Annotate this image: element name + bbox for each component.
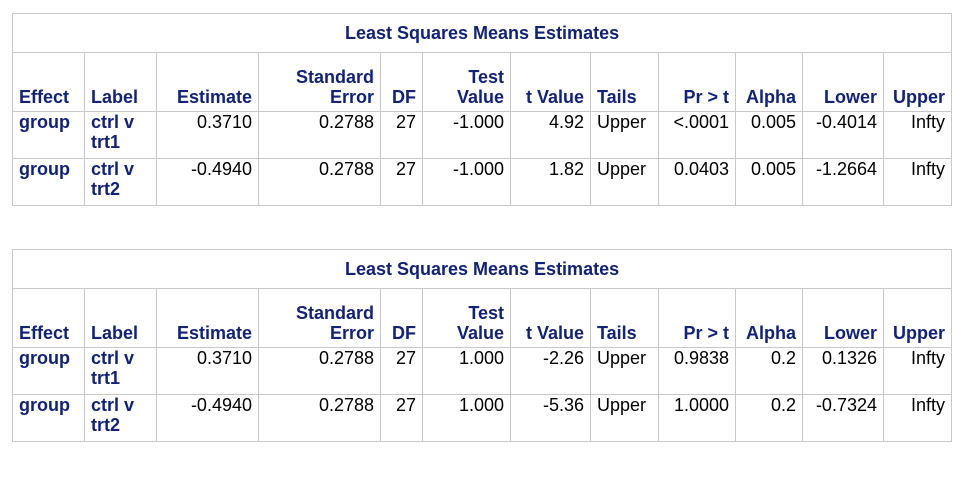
col-header-alpha: Alpha <box>735 52 803 112</box>
col-header-pr: Pr > t <box>658 52 736 112</box>
col-header-alpha: Alpha <box>735 288 803 348</box>
col-header-lower: Lower <box>802 52 884 112</box>
cell-df: 27 <box>380 347 423 395</box>
cell-tails: Upper <box>590 111 659 159</box>
cell-tvalue: -2.26 <box>510 347 591 395</box>
cell-tvalue: -5.36 <box>510 394 591 442</box>
cell-test-value: 1.000 <box>422 394 511 442</box>
cell-estimate: -0.4940 <box>156 394 259 442</box>
cell-lower: 0.1326 <box>802 347 884 395</box>
col-header-label: Label <box>84 52 157 112</box>
col-header-lower: Lower <box>802 288 884 348</box>
cell-pr: 1.0000 <box>658 394 736 442</box>
cell-alpha: 0.2 <box>735 347 803 395</box>
col-header-estimate: Estimate <box>156 52 259 112</box>
cell-label: ctrl v trt1 <box>84 111 157 159</box>
col-header-tails: Tails <box>590 52 659 112</box>
cell-stderr: 0.2788 <box>258 111 381 159</box>
table-title: Least Squares Means Estimates <box>11 13 953 53</box>
table-row: group ctrl v trt1 0.3710 0.2788 27 1.000 … <box>12 347 953 395</box>
cell-effect: group <box>12 347 85 395</box>
cell-tvalue: 4.92 <box>510 111 591 159</box>
cell-label: ctrl v trt1 <box>84 347 157 395</box>
col-header-df: DF <box>380 288 423 348</box>
col-header-label: Label <box>84 288 157 348</box>
col-header-tvalue: t Value <box>510 52 591 112</box>
cell-alpha: 0.005 <box>735 111 803 159</box>
cell-label: ctrl v trt2 <box>84 394 157 442</box>
cell-alpha: 0.2 <box>735 394 803 442</box>
col-header-test-value: Test Value <box>422 52 511 112</box>
cell-upper: Infty <box>882 158 953 206</box>
cell-estimate: 0.3710 <box>156 111 259 159</box>
cell-pr: 0.0403 <box>658 158 736 206</box>
cell-test-value: 1.000 <box>422 347 511 395</box>
col-header-estimate: Estimate <box>156 288 259 348</box>
table-row: group ctrl v trt1 0.3710 0.2788 27 -1.000… <box>12 111 953 159</box>
cell-lower: -0.7324 <box>802 394 884 442</box>
col-header-effect: Effect <box>12 52 85 112</box>
col-header-effect: Effect <box>12 288 85 348</box>
cell-pr: <.0001 <box>658 111 736 159</box>
col-header-tails: Tails <box>590 288 659 348</box>
cell-test-value: -1.000 <box>422 158 511 206</box>
cell-estimate: 0.3710 <box>156 347 259 395</box>
cell-stderr: 0.2788 <box>258 347 381 395</box>
table-row: group ctrl v trt2 -0.4940 0.2788 27 -1.00… <box>12 158 953 206</box>
col-header-test-value: Test Value <box>422 288 511 348</box>
cell-upper: Infty <box>882 394 953 442</box>
cell-label: ctrl v trt2 <box>84 158 157 206</box>
table-row: group ctrl v trt2 -0.4940 0.2788 27 1.000… <box>12 394 953 442</box>
cell-tails: Upper <box>590 394 659 442</box>
col-header-df: DF <box>380 52 423 112</box>
cell-upper: Infty <box>882 347 953 395</box>
cell-tails: Upper <box>590 347 659 395</box>
cell-effect: group <box>12 394 85 442</box>
cell-effect: group <box>12 158 85 206</box>
cell-upper: Infty <box>882 111 953 159</box>
col-header-upper: Upper <box>882 288 953 348</box>
col-header-tvalue: t Value <box>510 288 591 348</box>
cell-tails: Upper <box>590 158 659 206</box>
col-header-stderr: Standard Error <box>258 288 381 348</box>
cell-estimate: -0.4940 <box>156 158 259 206</box>
table-title: Least Squares Means Estimates <box>11 249 953 289</box>
cell-effect: group <box>12 111 85 159</box>
cell-test-value: -1.000 <box>422 111 511 159</box>
col-header-upper: Upper <box>882 52 953 112</box>
cell-tvalue: 1.82 <box>510 158 591 206</box>
lsmeans-table-1: Least Squares Means Estimates Effect Lab… <box>11 13 953 206</box>
cell-stderr: 0.2788 <box>258 394 381 442</box>
cell-lower: -0.4014 <box>802 111 884 159</box>
cell-pr: 0.9838 <box>658 347 736 395</box>
cell-df: 27 <box>380 394 423 442</box>
cell-stderr: 0.2788 <box>258 158 381 206</box>
cell-df: 27 <box>380 111 423 159</box>
cell-lower: -1.2664 <box>802 158 884 206</box>
cell-alpha: 0.005 <box>735 158 803 206</box>
col-header-stderr: Standard Error <box>258 52 381 112</box>
lsmeans-table-2: Least Squares Means Estimates Effect Lab… <box>11 249 953 442</box>
col-header-pr: Pr > t <box>658 288 736 348</box>
cell-df: 27 <box>380 158 423 206</box>
